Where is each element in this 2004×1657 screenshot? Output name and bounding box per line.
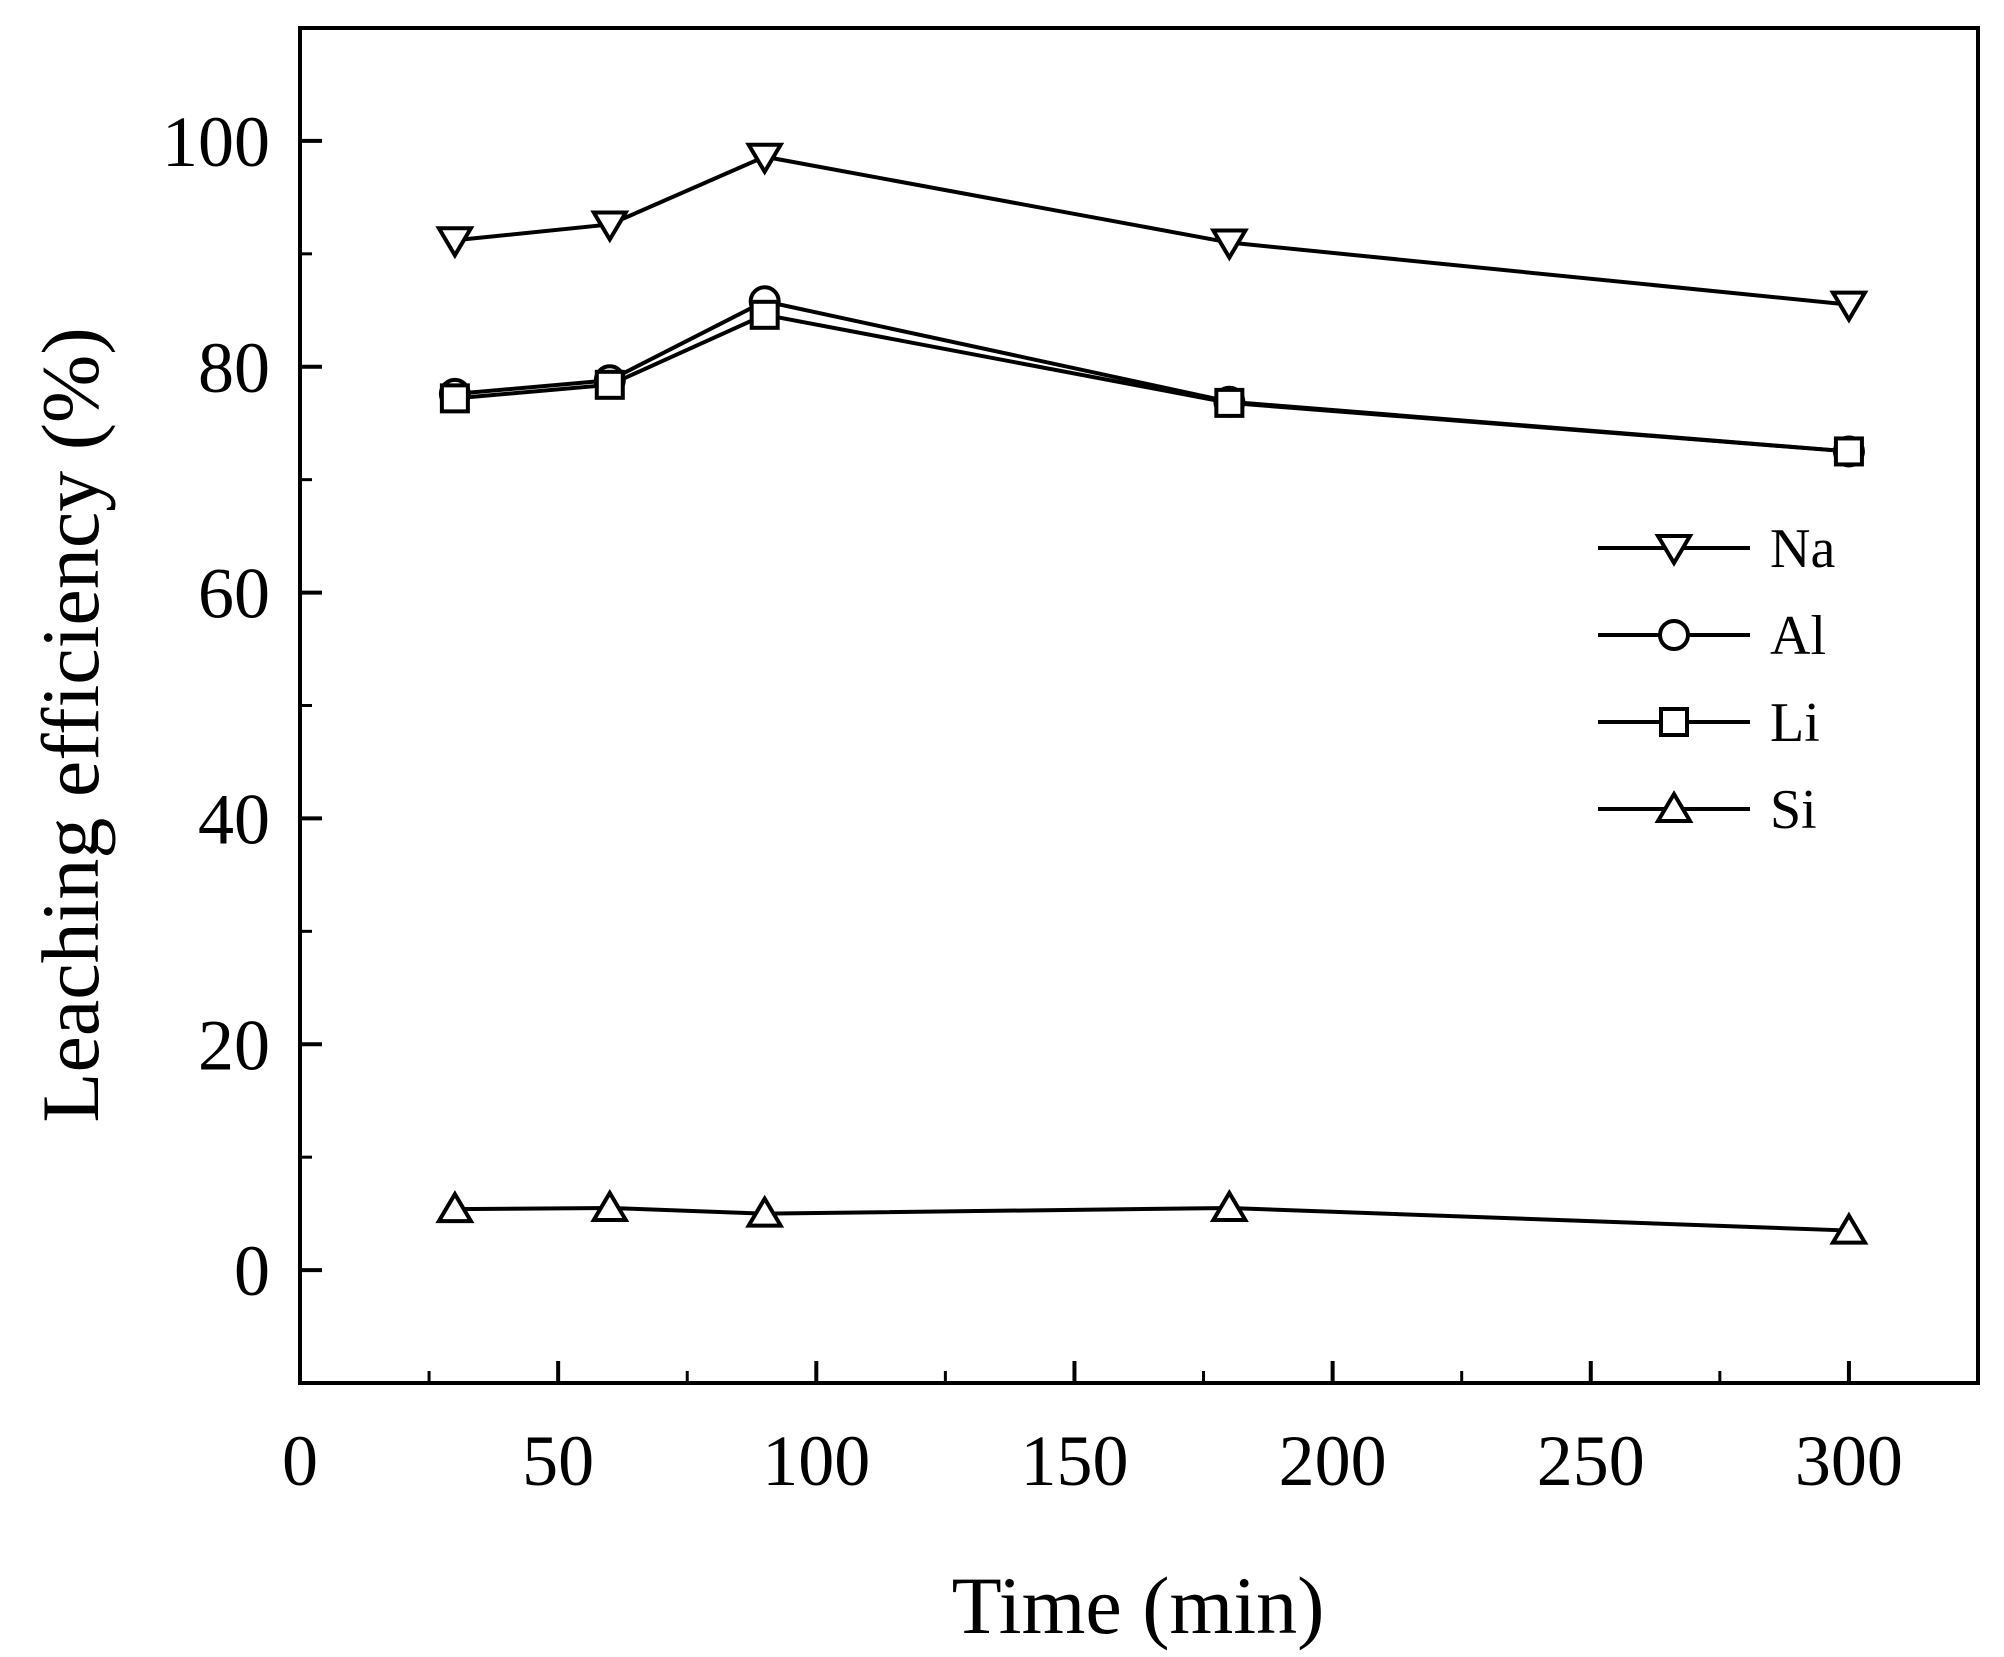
- legend-marker-na: [1654, 534, 1694, 567]
- data-point-na: [745, 142, 785, 176]
- x-tick-label: 300: [1795, 1421, 1903, 1501]
- data-point-si: [435, 1190, 475, 1224]
- x-tick-label: 200: [1279, 1421, 1387, 1501]
- x-axis-title: Time (min): [952, 1560, 1325, 1651]
- series-line-si: [454, 1205, 1849, 1233]
- legend-item-si: Si: [1598, 779, 1817, 841]
- y-tick-label: 0: [234, 1231, 270, 1311]
- axis-ticks: 0 50 100 150 200 250 300 0 20 40 60 80 100: [162, 102, 1903, 1501]
- data-point-li: [594, 369, 625, 400]
- data-point-na: [590, 210, 630, 244]
- data-point-li: [749, 299, 780, 330]
- legend: Na Al Li Si: [1598, 518, 1835, 841]
- legend-marker-si: [1654, 790, 1694, 823]
- data-point-si: [745, 1194, 785, 1228]
- y-tick-label: 100: [162, 102, 270, 182]
- data-point-li: [439, 383, 470, 414]
- data-point-na: [1829, 290, 1869, 324]
- y-axis-title: Leaching efficiency (%): [25, 327, 116, 1122]
- series-line-na: [454, 154, 1850, 307]
- y-tick-label: 60: [198, 554, 270, 634]
- data-point-li: [1833, 436, 1864, 467]
- legend-label-li: Li: [1770, 692, 1820, 754]
- x-tick-label: 100: [762, 1421, 870, 1501]
- data-point-si: [1829, 1211, 1869, 1245]
- legend-label-al: Al: [1770, 605, 1826, 667]
- series-group: [435, 142, 1869, 1245]
- data-point-li: [1214, 387, 1245, 418]
- data-point-si: [1209, 1189, 1249, 1222]
- x-tick-label: 250: [1537, 1421, 1645, 1501]
- series-al: [438, 285, 1865, 468]
- data-point-na: [1209, 228, 1249, 262]
- y-tick-label: 40: [198, 779, 270, 859]
- legend-item-na: Na: [1598, 518, 1835, 580]
- y-tick-label: 20: [198, 1005, 270, 1085]
- x-tick-label: 50: [522, 1421, 594, 1501]
- x-tick-label: 0: [282, 1421, 318, 1501]
- legend-label-na: Na: [1770, 518, 1835, 580]
- legend-item-al: Al: [1598, 605, 1826, 667]
- data-point-si: [590, 1189, 630, 1222]
- x-tick-label: 150: [1020, 1421, 1128, 1501]
- series-na: [435, 142, 1869, 324]
- y-tick-label: 80: [198, 328, 270, 408]
- series-si: [435, 1189, 1869, 1245]
- legend-item-li: Li: [1598, 692, 1820, 754]
- legend-marker-li: [1659, 707, 1689, 737]
- legend-marker-al: [1658, 619, 1690, 651]
- series-line-al: [454, 299, 1850, 454]
- legend-label-si: Si: [1770, 779, 1817, 841]
- series-li: [439, 299, 1864, 467]
- data-point-na: [435, 226, 475, 260]
